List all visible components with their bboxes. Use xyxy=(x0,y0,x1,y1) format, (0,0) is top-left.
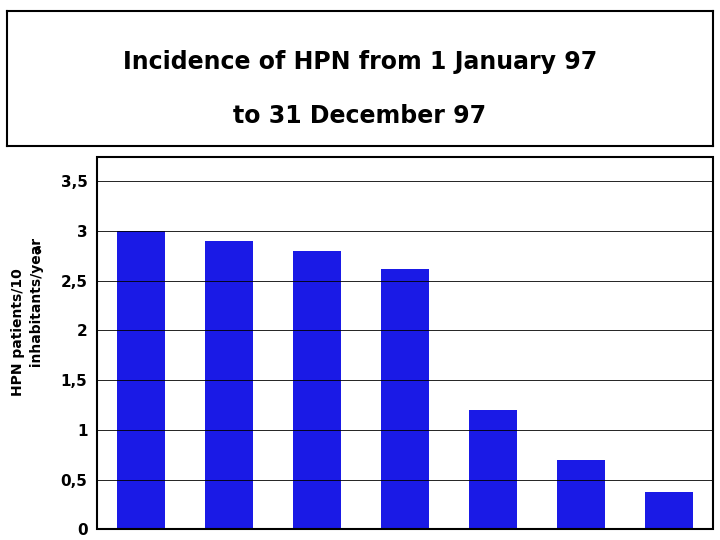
Bar xyxy=(381,269,429,529)
Bar xyxy=(117,231,166,529)
Bar xyxy=(293,251,341,529)
Text: 6: 6 xyxy=(34,246,41,256)
Bar xyxy=(469,410,517,529)
Text: inhabitants/year: inhabitants/year xyxy=(30,238,45,372)
Bar xyxy=(644,492,693,529)
Bar xyxy=(557,460,605,529)
Text: HPN patients/10: HPN patients/10 xyxy=(11,268,25,396)
Bar xyxy=(97,157,713,529)
Text: Incidence of HPN from 1 January 97: Incidence of HPN from 1 January 97 xyxy=(123,50,597,74)
Bar xyxy=(205,241,253,529)
Text: to 31 December 97: to 31 December 97 xyxy=(233,104,487,128)
